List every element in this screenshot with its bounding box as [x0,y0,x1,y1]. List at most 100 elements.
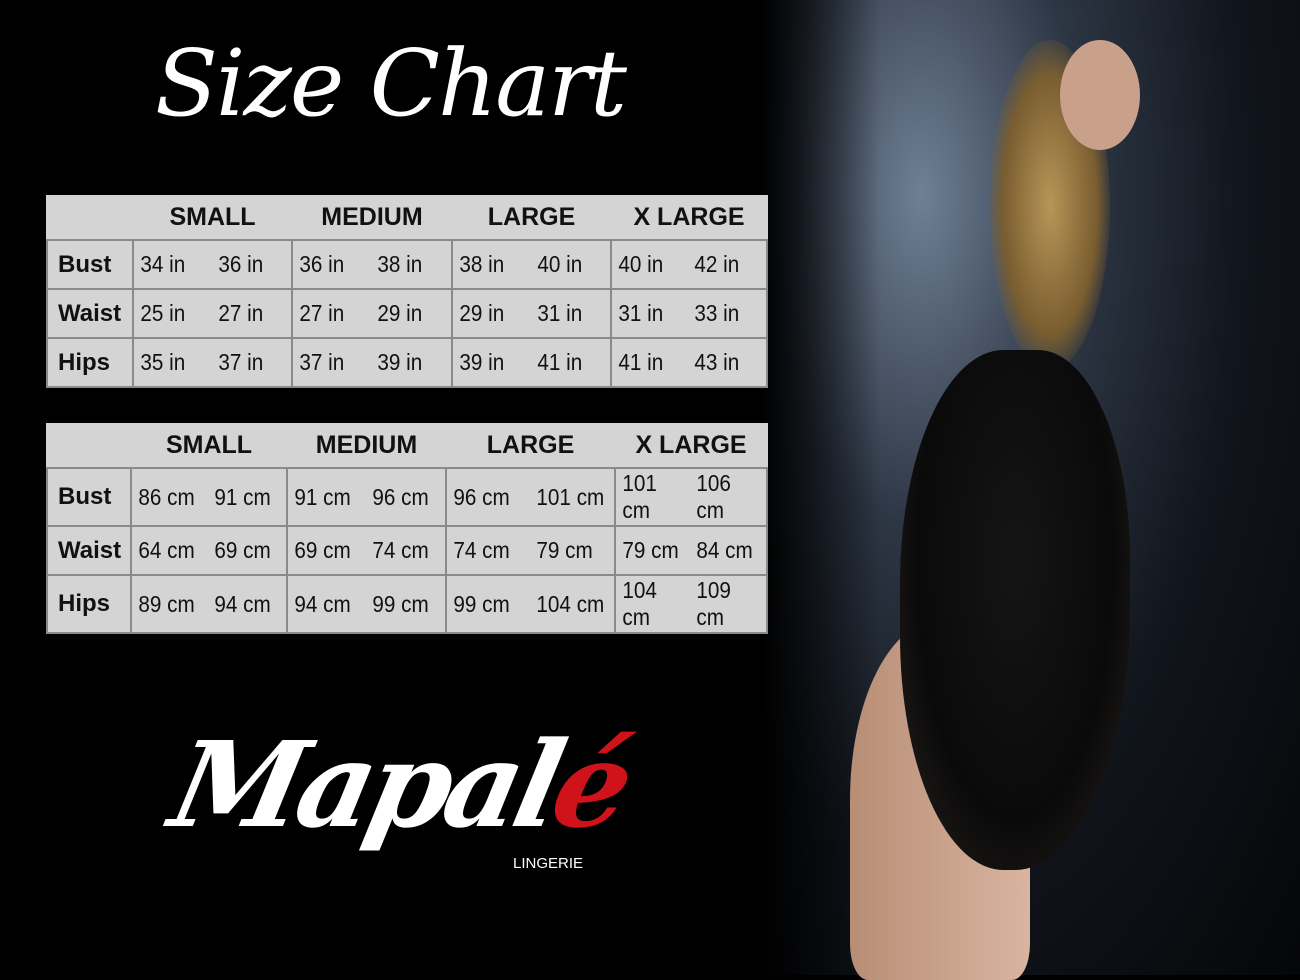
min-value: 36 in [299,251,345,277]
max-value: 74 cm [371,537,429,563]
header-empty [47,423,131,469]
min-value: 99 cm [453,590,510,617]
min-value: 37 in [299,349,345,375]
size-header: LARGE [452,195,611,241]
logo-subtitle: LINGERIE [513,855,584,872]
min-value: 91 cm [294,483,351,510]
size-range-cell: 79 cm 84 cm [614,525,768,576]
size-range-cell: 94 cm 99 cm [286,574,447,634]
min-value: 79 cm [622,537,679,563]
max-value: 33 in [694,300,740,326]
max-value: 96 cm [371,483,429,510]
max-value: 42 in [694,251,740,277]
size-table-inches: SMALL MEDIUM LARGE X LARGE Bust 34 in 36 in 36 … [46,195,768,388]
size-header: LARGE [446,423,615,469]
measurement-row: Hips 89 cm 94 cm 94 cm 99 cm 99 cm 104 cm 104 c… [46,574,768,634]
size-range-cell: 39 in 41 in [451,337,612,388]
max-value: 29 in [377,300,423,326]
size-range-cell: 38 in 40 in [451,239,612,290]
max-value: 41 in [536,349,582,375]
measurement-label: Waist [46,525,132,576]
header-empty [47,195,133,241]
min-value: 34 in [140,251,186,277]
size-range-cell: 101 cm 106 cm [614,467,768,527]
size-range-cell: 41 in 43 in [610,337,768,388]
size-table-cm: SMALL MEDIUM LARGE X LARGE Bust 86 cm 91 cm 91 … [46,423,768,634]
min-value: 104 cm [622,577,657,630]
min-value: 25 in [140,300,186,326]
size-header: MEDIUM [292,195,452,241]
size-header: MEDIUM [287,423,446,469]
size-range-cell: 36 in 38 in [291,239,453,290]
brand-logo: Mapalé [160,715,639,854]
min-value: 64 cm [138,537,195,563]
size-range-cell: 74 cm 79 cm [445,525,616,576]
min-value: 38 in [459,251,505,277]
max-value: 99 cm [371,590,429,617]
photo-face [1060,40,1140,150]
size-range-cell: 89 cm 94 cm [130,574,288,634]
min-value: 89 cm [138,590,195,617]
measurement-row: Waist 64 cm 69 cm 69 cm 74 cm 74 cm 79 cm 79 cm… [46,525,768,576]
max-value: 31 in [536,300,582,326]
size-range-cell: 34 in 36 in [132,239,293,290]
max-value: 37 in [217,349,263,375]
min-value: 40 in [618,251,664,277]
min-value: 31 in [618,300,664,326]
max-value: 109 cm [696,577,731,630]
size-range-cell: 40 in 42 in [610,239,768,290]
min-value: 96 cm [453,483,510,510]
max-value: 94 cm [214,590,271,617]
size-range-cell: 69 cm 74 cm [286,525,447,576]
measurement-row: Hips 35 in 37 in 37 in 39 in 39 in 41 in 41 in 4… [46,337,768,388]
measurement-label: Bust [46,239,134,290]
logo-text: Mapal [160,715,571,854]
size-range-cell: 91 cm 96 cm [286,467,447,527]
size-range-cell: 64 cm 69 cm [130,525,288,576]
header-row: SMALL MEDIUM LARGE X LARGE [47,195,767,241]
min-value: 29 in [459,300,505,326]
header-row: SMALL MEDIUM LARGE X LARGE [47,423,767,469]
size-header: X LARGE [615,423,767,469]
min-value: 86 cm [138,483,195,510]
measurement-label: Hips [46,574,132,634]
max-value: 106 cm [696,470,731,523]
size-range-cell: 99 cm 104 cm [445,574,616,634]
min-value: 94 cm [294,590,351,617]
max-value: 43 in [694,349,740,375]
size-header: SMALL [131,423,287,469]
min-value: 41 in [618,349,664,375]
max-value: 84 cm [696,537,753,563]
measurement-row: Waist 25 in 27 in 27 in 29 in 29 in 31 in 31 in… [46,288,768,339]
size-range-cell: 37 in 39 in [291,337,453,388]
measurement-row: Bust 86 cm 91 cm 91 cm 96 cm 96 cm 101 cm 101 c… [46,467,768,527]
size-range-cell: 25 in 27 in [132,288,293,339]
max-value: 40 in [536,251,582,277]
max-value: 91 cm [214,483,271,510]
photo-lace-bodysuit [900,350,1130,870]
measurement-label: Waist [46,288,134,339]
max-value: 38 in [377,251,423,277]
min-value: 69 cm [294,537,351,563]
min-value: 35 in [140,349,186,375]
min-value: 74 cm [453,537,510,563]
max-value: 36 in [217,251,263,277]
min-value: 39 in [459,349,505,375]
size-range-cell: 31 in 33 in [610,288,768,339]
max-value: 101 cm [535,483,604,510]
max-value: 104 cm [535,590,604,617]
min-value: 101 cm [622,470,657,523]
max-value: 39 in [377,349,423,375]
max-value: 79 cm [535,537,593,563]
measurement-row: Bust 34 in 36 in 36 in 38 in 38 in 40 in 40 in 4… [46,239,768,290]
size-range-cell: 96 cm 101 cm [445,467,616,527]
min-value: 27 in [299,300,345,326]
max-value: 27 in [217,300,263,326]
size-range-cell: 104 cm 109 cm [614,574,768,634]
size-range-cell: 29 in 31 in [451,288,612,339]
page-title: Size Chart [154,30,627,137]
measurement-label: Bust [46,467,132,527]
model-photo [760,0,1300,980]
max-value: 69 cm [214,537,271,563]
size-range-cell: 27 in 29 in [291,288,453,339]
